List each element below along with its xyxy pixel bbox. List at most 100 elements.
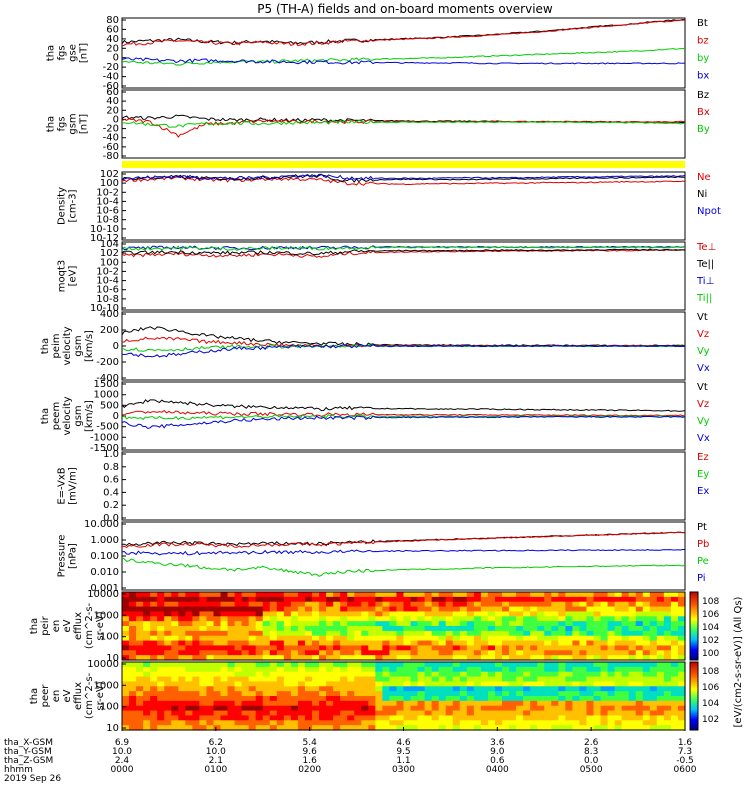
spectrogram-cell	[410, 655, 419, 661]
y-tick-label: 100	[100, 702, 119, 713]
spectrogram-cell	[150, 626, 158, 632]
spectrogram-cell	[326, 630, 334, 637]
spectrogram-cell	[670, 630, 679, 637]
spectrogram-cell	[269, 715, 278, 721]
spectrogram-cell	[143, 601, 151, 608]
spectrogram-cell	[122, 630, 130, 637]
spectrogram-cell	[122, 611, 130, 617]
spectrogram-cell	[199, 686, 208, 692]
spectrogram-cell	[178, 635, 186, 642]
spectrogram-cell	[565, 676, 573, 683]
series-line	[121, 248, 686, 256]
spectrogram-cell	[649, 630, 658, 637]
spectrogram-cell	[347, 640, 355, 647]
spectrogram-cell	[290, 606, 299, 613]
spectrogram-cell	[340, 681, 348, 687]
spectrogram-cell	[677, 601, 686, 608]
spectrogram-cell	[656, 710, 665, 717]
spectrogram-cell	[410, 676, 419, 683]
spectrogram-cell	[494, 662, 503, 668]
spectrogram-cell	[509, 666, 517, 673]
spectrogram-cell	[558, 592, 566, 598]
spectrogram-cell	[234, 630, 243, 637]
spectrogram-cell	[473, 621, 482, 627]
spectrogram-cell	[382, 700, 391, 707]
spectrogram-cell	[537, 601, 545, 608]
spectrogram-cell	[523, 606, 531, 613]
spectrogram-cell	[487, 705, 496, 712]
spectrogram-cell	[185, 645, 193, 651]
spectrogram-cell	[255, 725, 264, 731]
spectrogram-cell	[600, 596, 609, 603]
spectrogram-cell	[340, 596, 348, 603]
spectrogram-cell	[544, 611, 552, 617]
spectrogram-cell	[403, 686, 412, 692]
spectrogram-cell	[466, 696, 475, 702]
spectrogram-cell	[164, 671, 172, 678]
spectrogram-cell	[283, 681, 292, 687]
spectrogram-cell	[319, 616, 327, 622]
spectrogram-cell	[537, 676, 545, 683]
spectrogram-cell	[480, 725, 489, 731]
spectrogram-cell	[558, 710, 566, 717]
spectrogram-cell	[304, 606, 313, 613]
spectrogram-cell	[312, 655, 320, 661]
spectrogram-cell	[269, 606, 278, 613]
spectrogram-cell	[150, 621, 158, 627]
spectrogram-cell	[502, 671, 510, 678]
spectrogram-cell	[312, 720, 320, 726]
spectrogram-cell	[551, 671, 559, 678]
x-tick-label: -0.5	[676, 756, 694, 766]
spectrogram-cell	[509, 662, 517, 668]
spectrogram-cell	[459, 681, 468, 687]
spectrogram-cell	[607, 606, 616, 613]
spectrogram-cell	[516, 710, 524, 717]
spectrogram-cell	[438, 696, 447, 702]
spectrogram-cell	[136, 666, 144, 673]
spectrogram-cell	[445, 592, 454, 598]
spectrogram-cell	[403, 611, 412, 617]
spectrogram-cell	[255, 616, 264, 622]
spectrogram-cell	[663, 606, 672, 613]
spectrogram-cell	[656, 686, 665, 692]
spectrogram-cell	[382, 662, 391, 668]
spectrogram-cell	[129, 635, 137, 642]
spectrogram-cell	[206, 650, 215, 656]
spectrogram-cell	[466, 606, 475, 613]
spectrogram-cell	[136, 630, 144, 637]
spectrogram-cell	[171, 635, 179, 642]
spectrogram-cell	[480, 611, 489, 617]
spectrogram-cell	[178, 686, 186, 692]
spectrogram-cell	[143, 666, 151, 673]
spectrogram-cell	[677, 705, 686, 712]
spectrogram-cell	[635, 616, 644, 622]
spectrogram-cell	[129, 601, 137, 608]
spectrogram-cell	[523, 645, 531, 651]
spectrogram-cell	[312, 691, 320, 697]
spectrogram-cell	[213, 696, 222, 702]
spectrogram-cell	[656, 606, 665, 613]
spectrogram-cell	[389, 705, 398, 712]
spectrogram-cell	[593, 676, 602, 683]
spectrogram-cell	[565, 666, 573, 673]
spectrogram-cell	[480, 700, 489, 707]
spectrogram-cell	[382, 611, 391, 617]
spectrogram-cell	[157, 635, 165, 642]
spectrogram-cell	[319, 640, 327, 647]
y-tick-label: 60	[106, 87, 119, 98]
spectrogram-cell	[326, 601, 334, 608]
spectrogram-cell	[480, 662, 489, 668]
spectrogram-cell	[213, 681, 222, 687]
spectrogram-cell	[333, 601, 341, 608]
spectrogram-cell	[164, 666, 172, 673]
spectrogram-cell	[276, 640, 285, 647]
spectrogram-cell	[143, 696, 151, 702]
spectrogram-cell	[122, 666, 130, 673]
spectrogram-cell	[347, 611, 355, 617]
spectrogram-cell	[649, 606, 658, 613]
spectrogram-cell	[312, 671, 320, 678]
spectrogram-cell	[473, 640, 482, 647]
spectrogram-cell	[607, 596, 616, 603]
spectrogram-cell	[136, 655, 144, 661]
spectrogram-cell	[480, 630, 489, 637]
